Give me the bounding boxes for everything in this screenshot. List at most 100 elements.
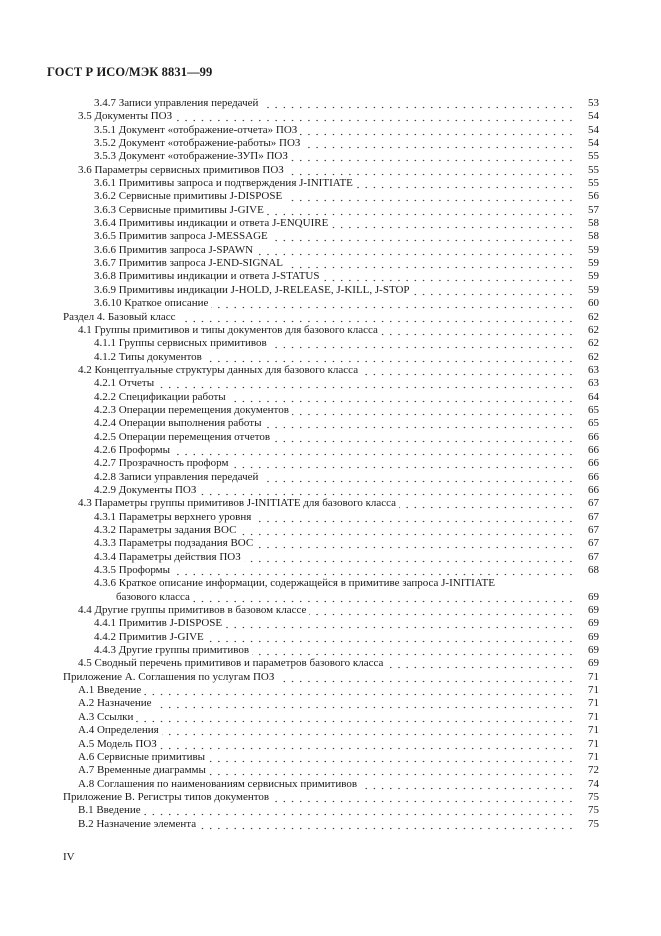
- toc-entry[interactable]: 3.6.5 Примитив запроса J-MESSAGE 58: [0, 230, 661, 244]
- toc-entry-page: 58: [588, 217, 599, 230]
- toc-entry[interactable]: 3.6.8 Примитивы индикации и ответа J-STA…: [0, 270, 661, 284]
- toc-entry[interactable]: 4.5 Сводный перечень примитивов и параме…: [0, 657, 661, 671]
- toc-entry-page: 66: [588, 470, 599, 483]
- toc-entry-title: А.8 Соглашения по наименованиям сервисны…: [78, 777, 361, 791]
- toc-entry[interactable]: 3.5.1 Документ «отображение-отчета» ПОЗ 5…: [0, 123, 661, 138]
- toc-entry-title: 4.2 Концептуальные структуры данных для …: [78, 363, 362, 378]
- toc-entry-page: 71: [588, 697, 599, 710]
- toc-entry-page: 67: [588, 550, 599, 563]
- toc-entry[interactable]: 4.2.2 Спецификации работы 64: [0, 390, 661, 404]
- toc-entry[interactable]: 3.6.4 Примитивы индикации и ответа J-ENQ…: [0, 217, 661, 231]
- toc-entry-title: 3.6.9 Примитивы индикации J-HOLD, J-RELE…: [94, 283, 413, 298]
- toc-entry[interactable]: 4.1 Группы примитивов и типы документов …: [0, 323, 661, 338]
- toc-entry[interactable]: 4.3.1 Параметры верхнего уровня 67: [0, 510, 661, 524]
- toc-entry[interactable]: 3.5.2 Документ «отображение-работы» ПОЗ 5…: [0, 137, 661, 151]
- toc-entry[interactable]: 4.1.1 Группы сервисных примитивов 62: [0, 337, 661, 351]
- toc-entry[interactable]: 4.2 Концептуальные структуры данных для …: [0, 363, 661, 378]
- toc-entry[interactable]: 3.6.3 Сервисные примитивы J-GIVE 57: [0, 203, 661, 218]
- toc-entry[interactable]: 3.6.9 Примитивы индикации J-HOLD, J-RELE…: [0, 283, 661, 298]
- toc-entry[interactable]: Раздел 4. Базовый класс 62: [0, 310, 661, 324]
- dot-leader: [116, 590, 575, 605]
- toc-entry[interactable]: базового класса 69: [0, 590, 661, 605]
- toc-entry-page: 57: [588, 203, 599, 216]
- toc-entry-page: 71: [588, 724, 599, 737]
- toc-entry[interactable]: Приложение В. Регистры типов документов 7…: [0, 790, 661, 805]
- toc-entry-page: 75: [588, 804, 599, 817]
- toc-entry[interactable]: 3.6 Параметры сервисных примитивов ПОЗ 55: [0, 163, 661, 178]
- toc-entry[interactable]: 3.6.2 Сервисные примитивы J-DISPOSE 56: [0, 190, 661, 204]
- toc-entry-title: Приложение А. Соглашения по услугам ПОЗ: [63, 670, 278, 685]
- toc-entry-title: 3.5 Документы ПОЗ: [78, 110, 176, 124]
- toc-entry-title: 3.6 Параметры сервисных примитивов ПОЗ: [78, 163, 287, 178]
- toc-entry-page: 66: [588, 457, 599, 470]
- dot-leader: [94, 350, 575, 364]
- toc-entry[interactable]: 3.5.3 Документ «отображение-ЗУП» ПОЗ 55: [0, 150, 661, 164]
- toc-entry[interactable]: 4.2.7 Прозрачность проформ 66: [0, 457, 661, 471]
- toc-entry[interactable]: А.8 Соглашения по наименованиям сервисны…: [0, 777, 661, 791]
- dot-leader: [78, 724, 575, 738]
- toc-entry[interactable]: А.4 Определения 71: [0, 724, 661, 738]
- toc-entry-page: 58: [588, 230, 599, 243]
- toc-entry[interactable]: 4.4.1 Примитив J-DISPOSE 69: [0, 617, 661, 631]
- toc-entry[interactable]: В.2 Назначение элемента 75: [0, 817, 661, 831]
- toc-entry[interactable]: А.2 Назначение 71: [0, 697, 661, 711]
- toc-entry-page: 67: [588, 537, 599, 550]
- toc-entry[interactable]: 4.3 Параметры группы примитивов J-INITIA…: [0, 497, 661, 511]
- toc-entry-title: 4.3.6 Краткое описание информации, содер…: [94, 577, 498, 591]
- toc-entry-title: 4.2.7 Прозрачность проформ: [94, 457, 232, 471]
- toc-entry[interactable]: 4.2.3 Операции перемещения документов 65: [0, 403, 661, 418]
- toc-entry[interactable]: А.1 Введение 71: [0, 684, 661, 698]
- dot-leader: [94, 483, 575, 498]
- toc-entry-title: 4.1 Группы примитивов и типы документов …: [78, 323, 381, 338]
- toc-entry-page: 55: [588, 150, 599, 163]
- toc-entry[interactable]: Приложение А. Соглашения по услугам ПОЗ 7…: [0, 670, 661, 685]
- dot-leader: [94, 564, 575, 578]
- toc-entry[interactable]: 4.2.5 Операции перемещения отчетов 66: [0, 430, 661, 444]
- toc-entry-title: В.2 Назначение элемента: [78, 817, 200, 831]
- toc-entry[interactable]: 4.4.3 Другие группы примитивов 69: [0, 644, 661, 658]
- toc-entry-title: Приложение В. Регистры типов документов: [63, 790, 273, 805]
- toc-entry[interactable]: А.7 Временные диаграммы 72: [0, 764, 661, 778]
- toc-entry[interactable]: А.3 Ссылки 71: [0, 710, 661, 725]
- toc-entry-title: 3.6.2 Сервисные примитивы J-DISPOSE: [94, 190, 286, 204]
- toc-entry[interactable]: А.6 Сервисные примитивы 71: [0, 750, 661, 765]
- toc-entry-page: 69: [588, 644, 599, 657]
- toc-entry[interactable]: 3.6.7 Примитив запроса J-END-SIGNAL 59: [0, 257, 661, 271]
- toc-entry[interactable]: 4.2.9 Документы ПОЗ 66: [0, 483, 661, 498]
- toc-entry[interactable]: 4.2.4 Операции выполнения работы 65: [0, 417, 661, 431]
- dot-leader: [78, 110, 575, 124]
- toc-entry[interactable]: 4.2.8 Записи управления передачей 66: [0, 470, 661, 484]
- toc-entry-page: 75: [588, 790, 599, 803]
- toc-entry[interactable]: 3.5 Документы ПОЗ 54: [0, 110, 661, 124]
- toc-entry-title: 4.3 Параметры группы примитивов J-INITIA…: [78, 497, 400, 511]
- toc-entry[interactable]: А.5 Модель ПОЗ 71: [0, 737, 661, 751]
- toc-entry[interactable]: 4.4 Другие группы примитивов в базовом к…: [0, 604, 661, 618]
- toc-entry[interactable]: 4.3.2 Параметры задания ВОС 67: [0, 524, 661, 538]
- toc-entry-page: 72: [588, 764, 599, 777]
- toc-entry-page: 62: [588, 323, 599, 336]
- toc-entry-title: 4.2.8 Записи управления передачей: [94, 470, 262, 484]
- toc-entry[interactable]: 4.3.6 Краткое описание информации, содер…: [0, 577, 661, 591]
- toc-entry-title: Раздел 4. Базовый класс: [63, 310, 179, 324]
- toc-entry-title: базового класса: [116, 590, 193, 605]
- toc-entry[interactable]: 4.4.2 Примитив J-GIVE 69: [0, 630, 661, 645]
- toc-entry[interactable]: 4.2.6 Проформы 66: [0, 443, 661, 458]
- document-header: ГОСТ Р ИСО/МЭК 8831—99: [47, 65, 213, 79]
- dot-leader: [78, 710, 575, 725]
- toc-entry[interactable]: В.1 Введение 75: [0, 804, 661, 818]
- toc-entry[interactable]: 4.3.3 Параметры подзадания ВОС 67: [0, 537, 661, 551]
- toc-entry-title: 4.2.5 Операции перемещения отчетов: [94, 430, 274, 444]
- toc-entry-page: 66: [588, 430, 599, 443]
- toc-entry[interactable]: 4.3.4 Параметры действия ПОЗ 67: [0, 550, 661, 565]
- toc-entry-title: 4.3.4 Параметры действия ПОЗ: [94, 550, 244, 565]
- toc-entry[interactable]: 3.4.7 Записи управления передачей 53: [0, 97, 661, 111]
- toc-entry[interactable]: 4.2.1 Отчеты 63: [0, 377, 661, 391]
- toc-entry[interactable]: 3.6.6 Примитив запроса J-SPAWN 59: [0, 243, 661, 258]
- toc-entry[interactable]: 4.1.2 Типы документов 62: [0, 350, 661, 364]
- toc-entry-title: 3.6.6 Примитив запроса J-SPAWN: [94, 243, 257, 258]
- toc-entry-title: 3.6.10 Краткое описание: [94, 297, 212, 311]
- toc-entry[interactable]: 4.3.5 Проформы 68: [0, 564, 661, 578]
- toc-entry[interactable]: 3.6.10 Краткое описание 60: [0, 297, 661, 311]
- toc-entry-page: 54: [588, 110, 599, 123]
- toc-entry[interactable]: 3.6.1 Примитивы запроса и подтверждения …: [0, 177, 661, 191]
